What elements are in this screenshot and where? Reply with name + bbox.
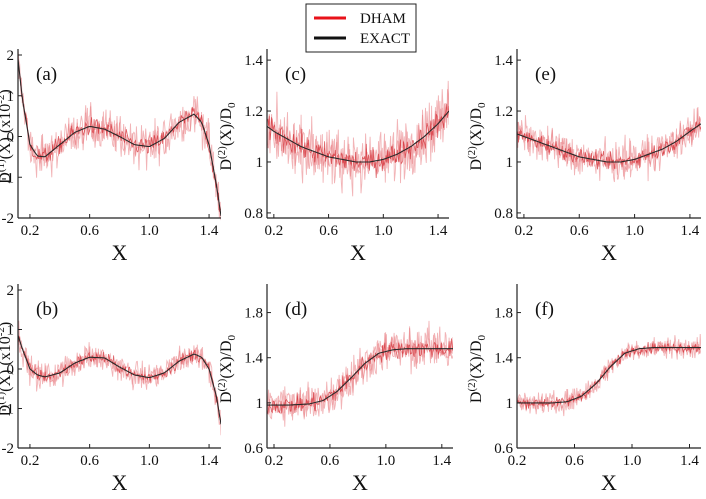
panel-c: 0.2 0.6 1.0 1.4 0.8 1 1.2 1.4 (c) X D(2)(X)/D0 (216, 49, 449, 265)
x-tick-label-a-3: 1.4 (200, 223, 219, 239)
legend-label-dham: DHAM (360, 11, 406, 27)
dham-trace-b-0 (18, 320, 221, 436)
x-tick-label-b-1: 0.6 (80, 453, 99, 469)
dham-series (267, 320, 453, 427)
x-axis-label-e: X (601, 240, 617, 265)
x-axis-label-d: X (352, 470, 368, 495)
x-tick-label-e-0: 0.2 (515, 223, 534, 239)
y-axis-label-a: D(1)(X) (x10-2) (0, 89, 14, 183)
y-tick-label-b-4: 2 (7, 283, 15, 299)
x-tick-label-c-2: 1.0 (374, 223, 393, 239)
x-tick-label-b-0: 0.2 (21, 453, 40, 469)
x-tick-label-d-1: 0.6 (321, 453, 340, 469)
dham-trace-f-2 (517, 341, 701, 410)
exact-line-d (267, 348, 453, 406)
exact-line-c (267, 110, 449, 163)
dham-trace-a-1 (18, 52, 221, 221)
x-tick-label-e-3: 1.4 (681, 223, 700, 239)
panel-f: 0.2 0.6 1.0 1.40.611.41.8 (f)XD(2)(X)/D0 (466, 284, 701, 495)
dham-trace-b-2 (18, 334, 221, 422)
y-tick-label-a-2: 0 (7, 130, 15, 146)
y-axis-label-b: D(1)(X) (x10-2) (0, 322, 14, 416)
x-tick-label-a-0: 0.2 (21, 223, 40, 239)
x-tick-label-a-2: 1.0 (140, 223, 159, 239)
y-tick-label-d-1: 1 (256, 396, 264, 412)
y-tick-label-f-0: 0.6 (494, 441, 513, 457)
x-tick-label-c-1: 0.6 (319, 223, 338, 239)
exact-line-f (517, 347, 701, 404)
y-axis-label-d: D(2)(X)/D0 (216, 334, 238, 403)
x-axis-label-a: X (112, 240, 128, 265)
y-axis-label-f: D(2)(X)/D0 (466, 334, 488, 403)
y-tick-label-f-1: 1 (506, 396, 514, 412)
x-tick-label-e-1: 0.6 (570, 223, 589, 239)
x-tick-label-f-3: 1.4 (680, 453, 699, 469)
x-axis-label-b: X (112, 470, 128, 495)
y-tick-label-a-4: 2 (7, 48, 15, 64)
dham-trace-f-1 (517, 337, 701, 417)
panel-label-d: (d) (285, 299, 307, 320)
y-tick-label-c-0: 0.8 (244, 206, 263, 222)
legend-label-exact: EXACT (360, 31, 410, 47)
legend-box (305, 3, 417, 53)
y-tick-label-a-0: -2 (2, 211, 15, 227)
exact-line-a (18, 59, 221, 217)
y-tick-label-e-0: 0.8 (494, 206, 513, 222)
y-axis-label-e: D(2)(X)/D0 (466, 102, 488, 171)
panel-label-a: (a) (36, 64, 57, 85)
exact-line-e (517, 123, 701, 163)
x-tick-label-e-2: 1.0 (625, 223, 644, 239)
x-tick-label-b-3: 1.4 (200, 453, 219, 469)
x-tick-label-b-2: 1.0 (140, 453, 159, 469)
x-tick-label-f-0: 0.2 (508, 453, 527, 469)
x-tick-label-d-0: 0.2 (265, 453, 284, 469)
y-tick-label-c-1: 1 (256, 155, 264, 171)
x-tick-label-f-2: 1.0 (623, 453, 642, 469)
y-tick-label-d-3: 1.8 (244, 306, 263, 322)
y-tick-label-a-1: -1 (2, 170, 15, 186)
exact-line-b (18, 335, 221, 425)
dham-trace-e-2 (517, 121, 701, 170)
y-tick-label-e-1: 1 (506, 155, 514, 171)
x-tick-label-c-3: 1.4 (429, 223, 448, 239)
panel-label-f: (f) (535, 299, 554, 320)
panel-e: 0.2 0.6 1.0 1.4 0.8 1 1.2 1.4 (e) X D(2)(X)/D0 (466, 49, 701, 265)
panel-label-b: (b) (36, 299, 58, 320)
y-tick-label-d-0: 0.6 (244, 441, 263, 457)
dham-series (18, 48, 221, 221)
y-tick-label-e-3: 1.4 (494, 53, 513, 69)
legend: DHAM EXACT (305, 3, 417, 53)
dham-trace-a-2 (18, 58, 221, 212)
x-axis-label-f: X (601, 470, 617, 495)
y-tick-label-c-2: 1.2 (244, 104, 263, 120)
y-tick-label-d-2: 1.4 (244, 351, 263, 367)
y-tick-label-b-2: 0 (7, 362, 15, 378)
y-tick-label-b-1: -1 (2, 402, 15, 418)
y-tick-label-f-3: 1.8 (494, 306, 513, 322)
y-tick-label-b-0: -2 (2, 441, 15, 457)
x-tick-label-a-1: 0.6 (80, 223, 99, 239)
panel-d: 0.2 0.6 1.0 1.40.611.41.8 (d)XD(2)(X)/D0 (216, 284, 453, 495)
panel-label-e: (e) (535, 64, 556, 85)
y-axis-label-c: D(2)(X)/D0 (216, 102, 238, 171)
dham-trace-c-1 (267, 80, 449, 197)
x-tick-label-c-0: 0.2 (264, 223, 283, 239)
dham-trace-d-0 (267, 320, 453, 421)
x-tick-label-f-1: 0.6 (565, 453, 584, 469)
x-axis-label-c: X (350, 240, 366, 265)
y-tick-label-f-2: 1.4 (494, 351, 513, 367)
panel-label-c: (c) (285, 64, 306, 85)
y-tick-label-a-3: 1 (7, 89, 15, 105)
y-tick-label-e-2: 1.2 (494, 104, 513, 120)
dham-series (18, 320, 221, 436)
x-tick-label-d-2: 1.0 (376, 453, 395, 469)
y-tick-label-c-3: 1.4 (244, 53, 263, 69)
x-tick-label-d-3: 1.4 (432, 453, 451, 469)
y-tick-label-b-3: 1 (7, 323, 15, 339)
dham-series (517, 333, 701, 417)
